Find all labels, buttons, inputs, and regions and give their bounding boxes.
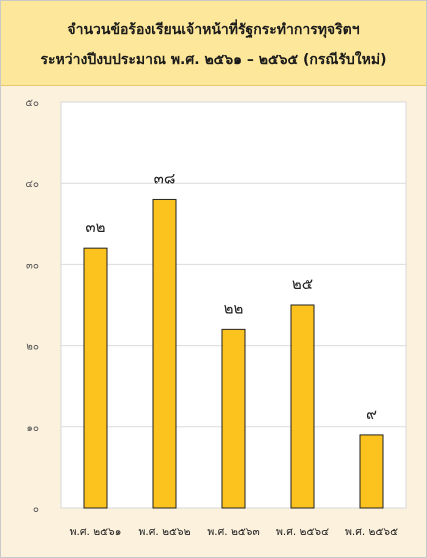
y-tick-label: ๒๐ — [26, 342, 39, 353]
x-tick-label: พ.ศ. ๒๕๖๕ — [345, 526, 398, 538]
bar — [290, 304, 315, 509]
x-tick-label: พ.ศ. ๒๕๖๔ — [276, 526, 329, 538]
bar — [152, 198, 177, 509]
bar — [83, 247, 108, 509]
y-tick-label: ๔๐ — [25, 179, 39, 190]
title-box: จำนวนข้อร้องเรียนเจ้าหน้าที่รัฐกระทำการท… — [1, 1, 426, 86]
data-label: ๓๘ — [154, 169, 176, 187]
y-tick-label: ๓๐ — [26, 260, 39, 271]
y-tick-label: ๐ — [33, 504, 39, 515]
bar — [359, 434, 384, 509]
bar — [221, 328, 246, 509]
chart-title: จำนวนข้อร้องเรียนเจ้าหน้าที่รัฐกระทำการท… — [67, 22, 360, 38]
y-tick-label: ๕๐ — [25, 98, 39, 109]
data-label: ๙ — [366, 405, 377, 423]
x-tick-label: พ.ศ. ๒๕๖๑ — [70, 526, 122, 538]
data-label: ๓๒ — [85, 218, 105, 236]
y-tick-label: ๑๐ — [27, 423, 39, 434]
x-tick-label: พ.ศ. ๒๕๖๓ — [207, 526, 259, 538]
x-tick-label: พ.ศ. ๒๕๖๒ — [138, 526, 190, 538]
chart-subtitle: ระหว่างปีงบประมาณ พ.ศ. ๒๕๖๑ – ๒๕๖๕ (กรณี… — [40, 52, 387, 68]
data-label: ๒๕ — [292, 275, 313, 293]
data-label: ๒๒ — [224, 299, 244, 317]
